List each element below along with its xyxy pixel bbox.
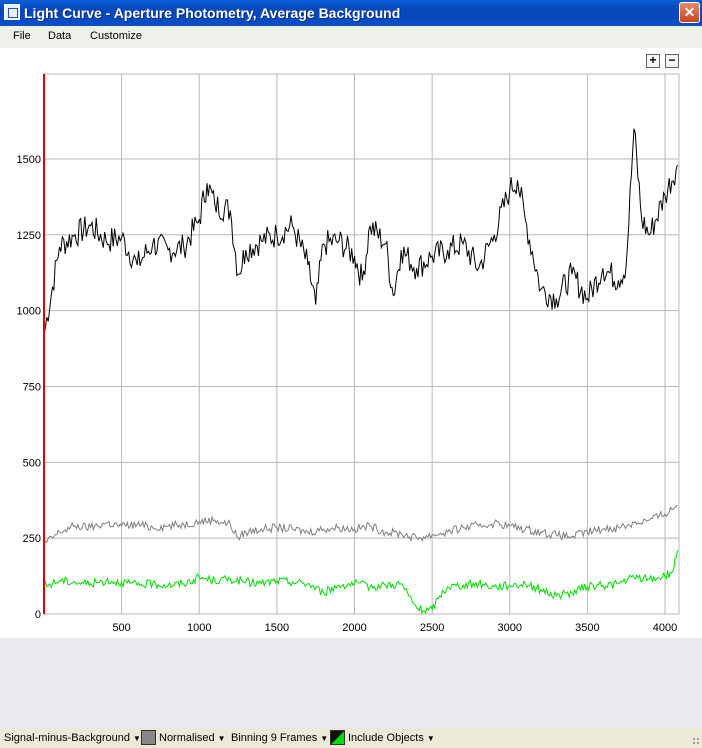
x-tick-label: 3500	[575, 622, 599, 634]
x-tick-label: 1500	[265, 622, 289, 634]
x-tick-label: 1000	[187, 622, 211, 634]
menu-bar: File Data Customize	[0, 26, 702, 48]
menu-data[interactable]: Data	[48, 30, 72, 42]
include-objects-dropdown[interactable]: Include Objects ▼	[348, 732, 435, 744]
series-line-comparison	[43, 504, 678, 545]
zoom-in-button[interactable]: +	[646, 54, 660, 68]
y-tick-label: 1500	[17, 154, 41, 166]
window-title: Light Curve - Aperture Photometry, Avera…	[24, 5, 401, 21]
chevron-down-icon: ▼	[320, 734, 329, 743]
y-tick-label: 500	[23, 457, 41, 469]
series-line-target	[43, 128, 678, 335]
y-tick-label: 0	[35, 609, 41, 621]
y-tick-label: 750	[23, 381, 41, 393]
chevron-down-icon: ▼	[217, 734, 226, 743]
light-curve-chart[interactable]: 500 1000 1500 2000 2500 3000 3500 4000 0 250 500 75…	[0, 48, 702, 638]
comparison-color-swatch[interactable]	[141, 730, 156, 745]
y-tick-label: 1250	[17, 230, 41, 242]
x-tick-label: 500	[112, 622, 130, 634]
x-tick-label: 2500	[420, 622, 444, 634]
close-button[interactable]: ✕	[679, 2, 700, 23]
zoom-out-button[interactable]: −	[665, 54, 679, 68]
series-line-background	[43, 550, 678, 615]
resize-grip-icon[interactable]	[692, 737, 700, 745]
include-objects-swatch[interactable]	[330, 730, 345, 745]
binning-dropdown[interactable]: Binning 9 Frames ▼	[231, 732, 328, 744]
y-tick-label: 250	[23, 533, 41, 545]
x-tick-label: 4000	[653, 622, 677, 634]
x-tick-label: 2000	[342, 622, 366, 634]
menu-file[interactable]: File	[13, 30, 31, 42]
x-tick-label: 3000	[498, 622, 522, 634]
binning-label: Binning 9 Frames	[231, 732, 318, 744]
axis-tick-labels: 500 1000 1500 2000 2500 3000 3500 4000 0 250 500 75…	[17, 154, 678, 634]
normalised-label: Normalised	[159, 732, 215, 744]
normalised-dropdown[interactable]: Normalised ▼	[159, 732, 226, 744]
title-bar: Light Curve - Aperture Photometry, Avera…	[0, 0, 702, 26]
signal-mode-label: Signal-minus-Background	[4, 732, 130, 744]
signal-mode-dropdown[interactable]: Signal-minus-Background ▼	[4, 732, 141, 744]
series-group	[43, 128, 678, 615]
menu-customize[interactable]: Customize	[90, 30, 142, 42]
y-tick-label: 1000	[17, 306, 41, 318]
app-icon	[4, 4, 20, 20]
plot-area	[43, 73, 680, 615]
lower-panel	[0, 638, 702, 728]
status-bar: Signal-minus-Background ▼ Normalised ▼ Bin…	[0, 728, 702, 748]
include-objects-label: Include Objects	[348, 732, 424, 744]
chevron-down-icon: ▼	[132, 734, 141, 743]
chevron-down-icon: ▼	[426, 734, 435, 743]
grid-lines	[44, 74, 679, 615]
